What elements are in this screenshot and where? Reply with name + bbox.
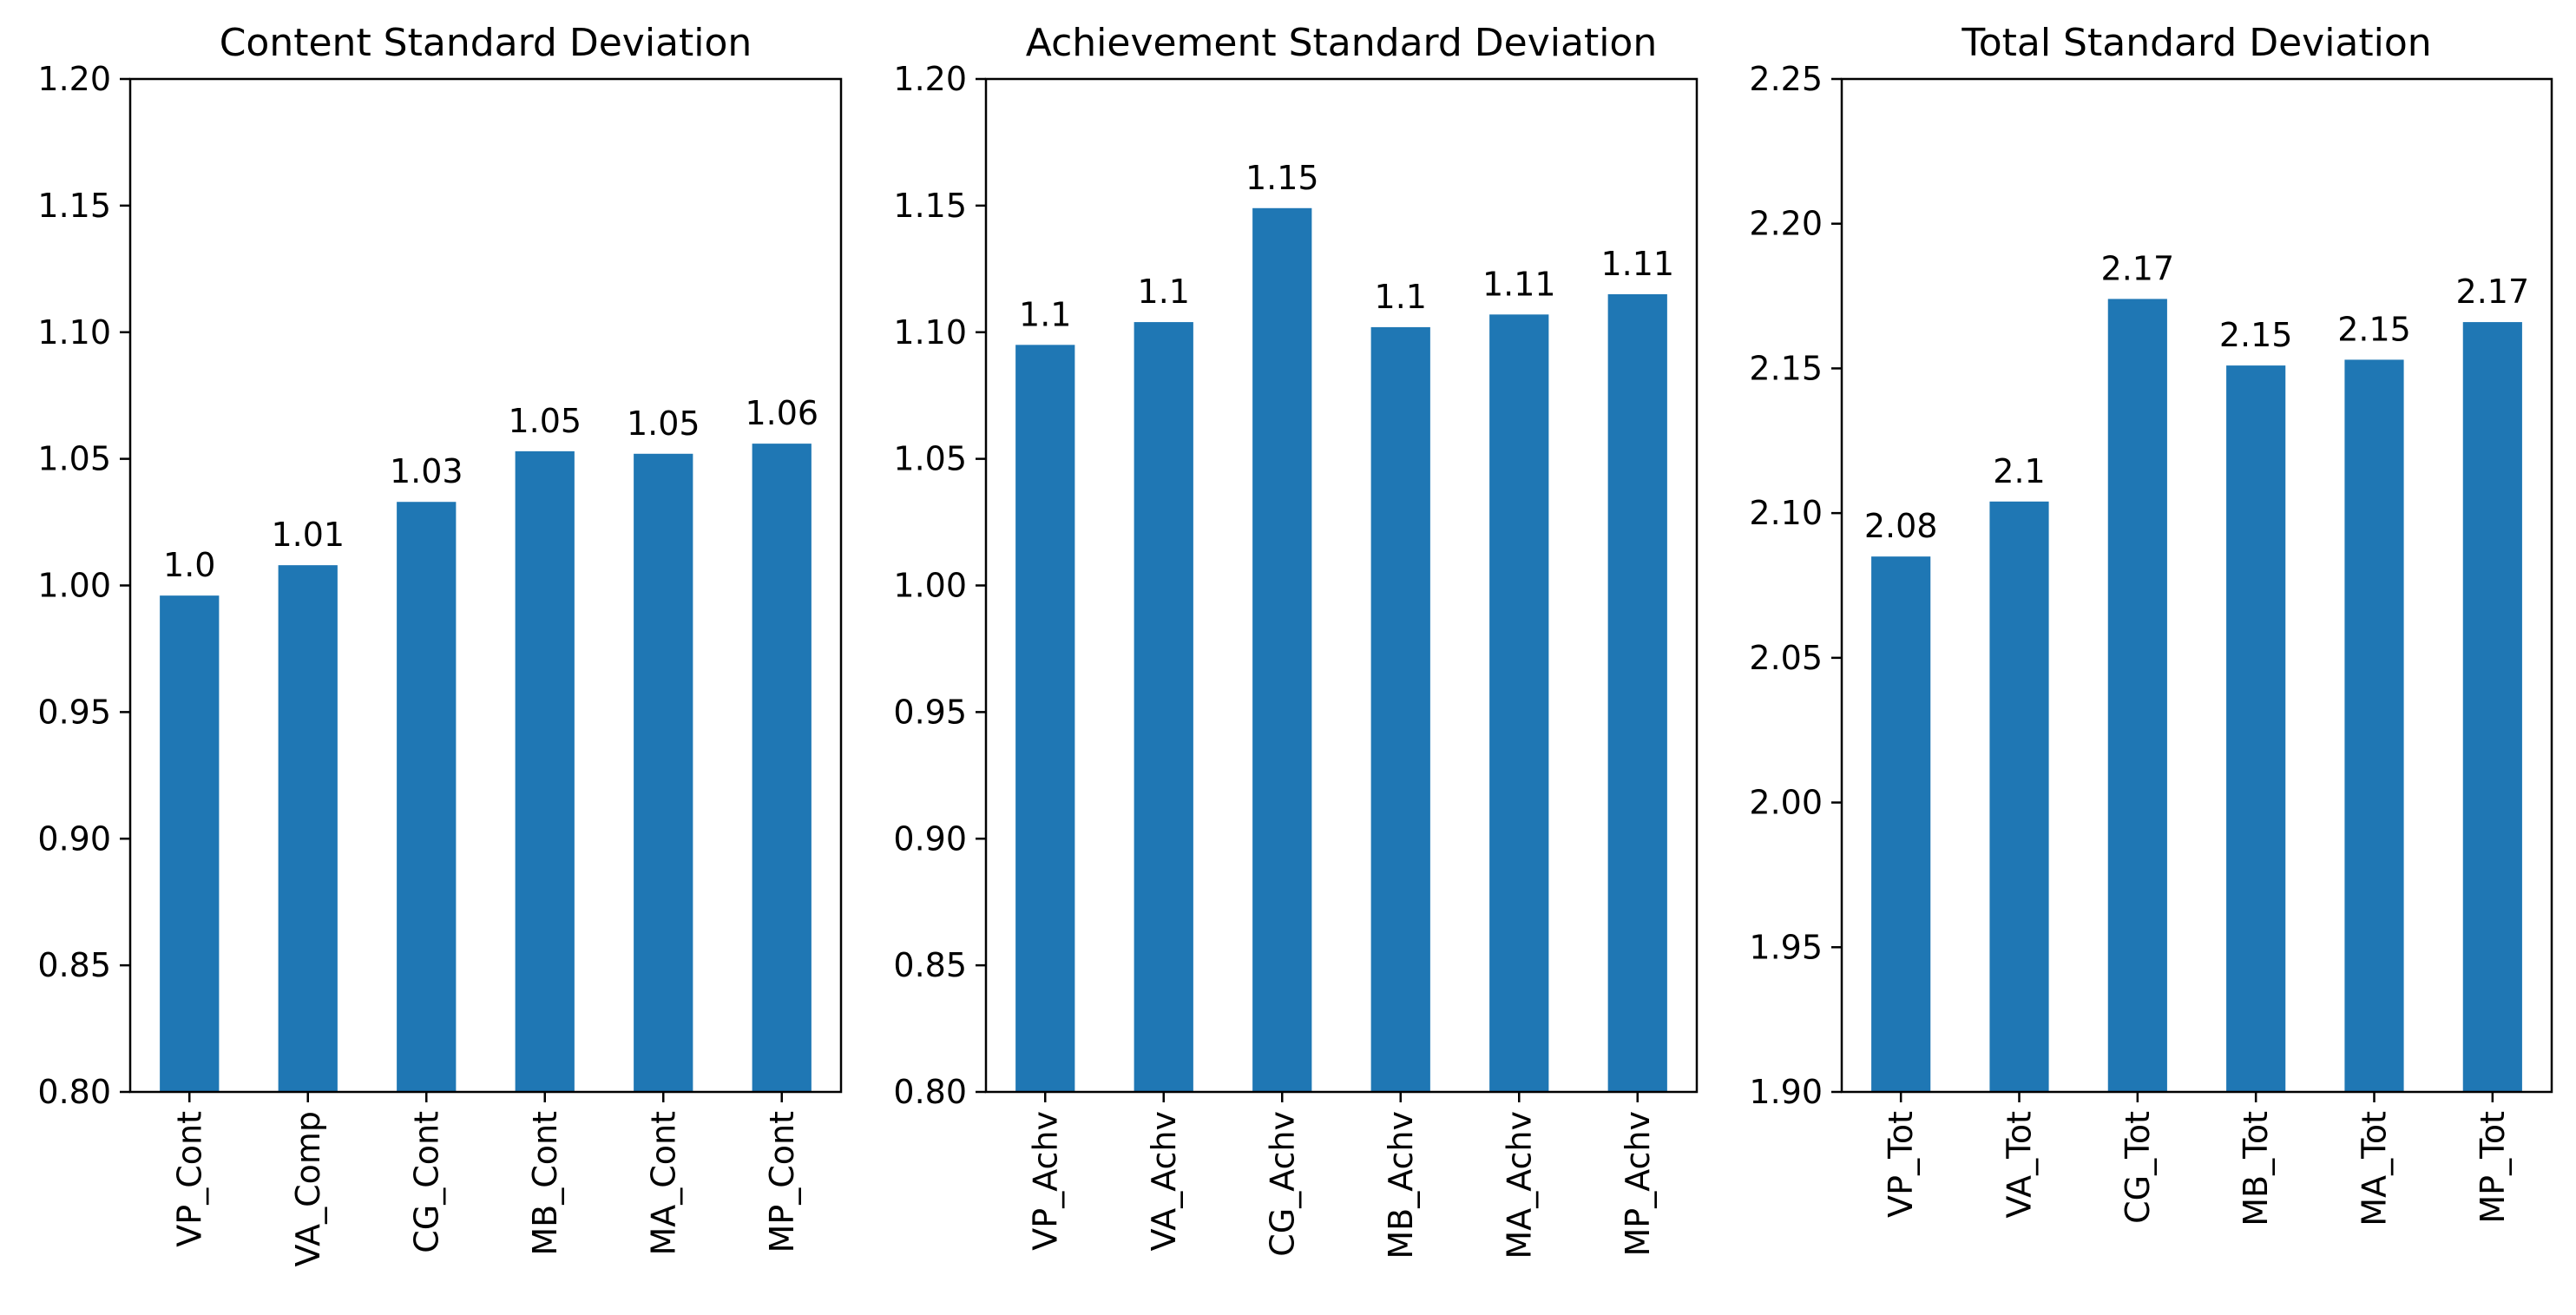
y-tick-label: 1.05 [37,440,111,478]
data-label: 2.17 [2456,273,2530,311]
bar [1015,345,1075,1092]
y-tick-label: 1.20 [893,60,967,98]
y-tick-label: 2.00 [1749,784,1823,822]
y-tick-label: 0.85 [37,946,111,984]
bar [397,502,457,1092]
bar [1252,207,1312,1093]
bar [1871,556,1931,1092]
y-tick-label: 1.20 [37,60,111,98]
total-sd-panel: Total Standard Deviation 2.08 2.1 2.17 2.15 2… [1749,21,2553,1226]
y-tick-label: 0.90 [893,819,967,858]
bar [2226,365,2286,1092]
y-tick-label: 1.95 [1749,928,1823,966]
data-label: 1.11 [1482,265,1556,303]
data-label: 2.17 [2101,249,2175,287]
data-label: 1.11 [1600,245,1674,283]
x-tick-label: VP_Tot [1882,1111,1920,1218]
bar [278,565,338,1092]
bar [1989,501,2049,1092]
x-tick-label: MA_Tot [2356,1111,2394,1226]
bar [752,444,812,1092]
bar [634,453,693,1092]
data-label: 1.15 [1245,159,1319,197]
data-label: 2.1 [1993,452,2045,490]
plot-frame [128,77,843,1094]
x-tick-label: MB_Cont [526,1111,564,1256]
x-tick-label: VP_Achv [1026,1111,1064,1251]
y-tick-label: 0.85 [893,946,967,984]
y-tick-label: 2.25 [1749,60,1823,98]
x-tick-label: VA_Achv [1145,1111,1183,1251]
y-tick-label: 1.05 [893,440,967,478]
bar [160,595,220,1092]
data-label: 2.15 [2219,316,2293,354]
x-tick-label: CG_Tot [2119,1111,2157,1224]
y-tick-label: 1.15 [893,187,967,225]
y-tick-label: 1.90 [1749,1073,1823,1111]
content-sd-panel: Content Standard Deviation 1.0 1.01 1.03 1.0… [37,21,843,1266]
y-tick-label: 0.80 [893,1073,967,1111]
data-label: 1.1 [1138,273,1190,311]
plot-frame [984,77,1699,1094]
data-label: 1.05 [627,404,700,443]
bar [1370,326,1430,1092]
data-label: 2.15 [2337,310,2411,348]
x-tick-label: MP_Achv [1619,1111,1657,1257]
y-tick-label: 2.20 [1749,205,1823,243]
chart-title: Achievement Standard Deviation [1026,21,1657,65]
data-label: 1.05 [508,402,582,440]
chart-title: Total Standard Deviation [1961,21,2431,65]
data-label: 2.08 [1864,507,1938,545]
chart-title: Content Standard Deviation [220,21,752,65]
y-tick-label: 1.00 [893,567,967,605]
data-label: 1.03 [390,452,463,490]
bar [515,450,575,1092]
y-tick-label: 1.00 [37,567,111,605]
x-tick-label: MB_Tot [2237,1111,2275,1226]
data-label: 1.01 [271,516,345,554]
y-tick-label: 2.15 [1749,349,1823,387]
y-tick-label: 2.10 [1749,494,1823,532]
x-tick-label: MP_Tot [2474,1111,2512,1224]
data-label: 1.1 [1019,295,1071,333]
x-tick-label: MP_Cont [763,1111,801,1253]
x-tick-label: MA_Achv [1500,1111,1538,1259]
y-tick-label: 1.10 [893,313,967,352]
data-label: 1.1 [1375,278,1427,316]
bar [1134,322,1193,1093]
bar [2344,359,2404,1092]
bar [1489,314,1549,1092]
x-tick-label: VP_Cont [170,1111,208,1247]
data-label: 1.0 [163,546,215,584]
x-tick-label: MB_Achv [1382,1111,1420,1259]
y-tick-label: 0.80 [37,1073,111,1111]
y-tick-label: 1.10 [37,313,111,352]
data-label: 1.06 [745,394,818,432]
plot-frame [1840,77,2553,1094]
x-tick-label: MA_Cont [644,1111,682,1256]
bar [2462,322,2522,1093]
achievement-sd-panel: Achievement Standard Deviation 1.1 1.1 1.15… [893,21,1699,1259]
y-tick-label: 1.15 [37,187,111,225]
y-tick-label: 0.95 [893,693,967,731]
x-tick-label: CG_Cont [407,1111,445,1253]
x-tick-label: CG_Achv [1263,1111,1301,1257]
bar [2107,299,2167,1092]
x-tick-label: VA_Tot [2001,1111,2039,1218]
bar [1607,293,1667,1092]
y-tick-label: 0.90 [37,819,111,858]
x-tick-label: VA_Comp [289,1111,327,1266]
y-tick-label: 2.05 [1749,639,1823,677]
y-tick-label: 0.95 [37,693,111,731]
